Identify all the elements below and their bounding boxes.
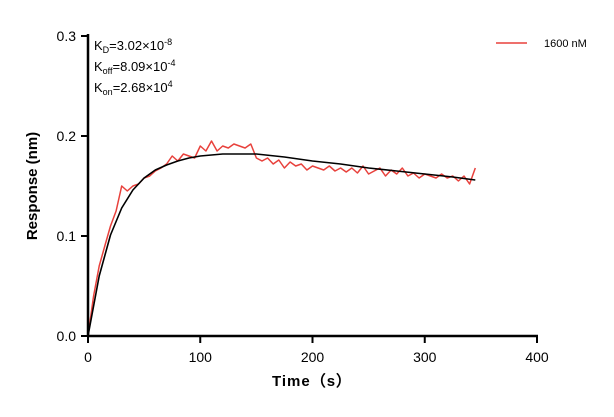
- y-tick-label: 0.3: [57, 28, 77, 44]
- koff-annotation: Koff=8.09×10-4: [94, 58, 175, 76]
- legend-label: 1600 nM: [544, 38, 587, 50]
- kd-annotation: KD=3.02×10-8: [94, 37, 172, 55]
- x-tick-label: 0: [84, 349, 92, 365]
- x-tick-label: 400: [525, 349, 549, 365]
- x-tick-label: 100: [189, 349, 213, 365]
- kinetics-annotation: KD=3.02×10-8 Koff=8.09×10-4 Kon=2.68×104: [94, 37, 175, 97]
- legend: 1600 nM: [496, 38, 587, 50]
- x-tick-label: 300: [413, 349, 437, 365]
- y-axis-label: Response (nm): [24, 132, 41, 240]
- x-axis-label: Time（s）: [272, 372, 352, 390]
- kon-annotation: Kon=2.68×104: [94, 79, 173, 97]
- y-tick-label: 0.2: [57, 128, 77, 144]
- x-tick-label: 200: [301, 349, 325, 365]
- fit-curve: [87, 153, 476, 337]
- series-line-1600-nm: [87, 140, 477, 337]
- y-tick-label: 0.0: [57, 328, 77, 344]
- y-tick-label: 0.1: [57, 228, 77, 244]
